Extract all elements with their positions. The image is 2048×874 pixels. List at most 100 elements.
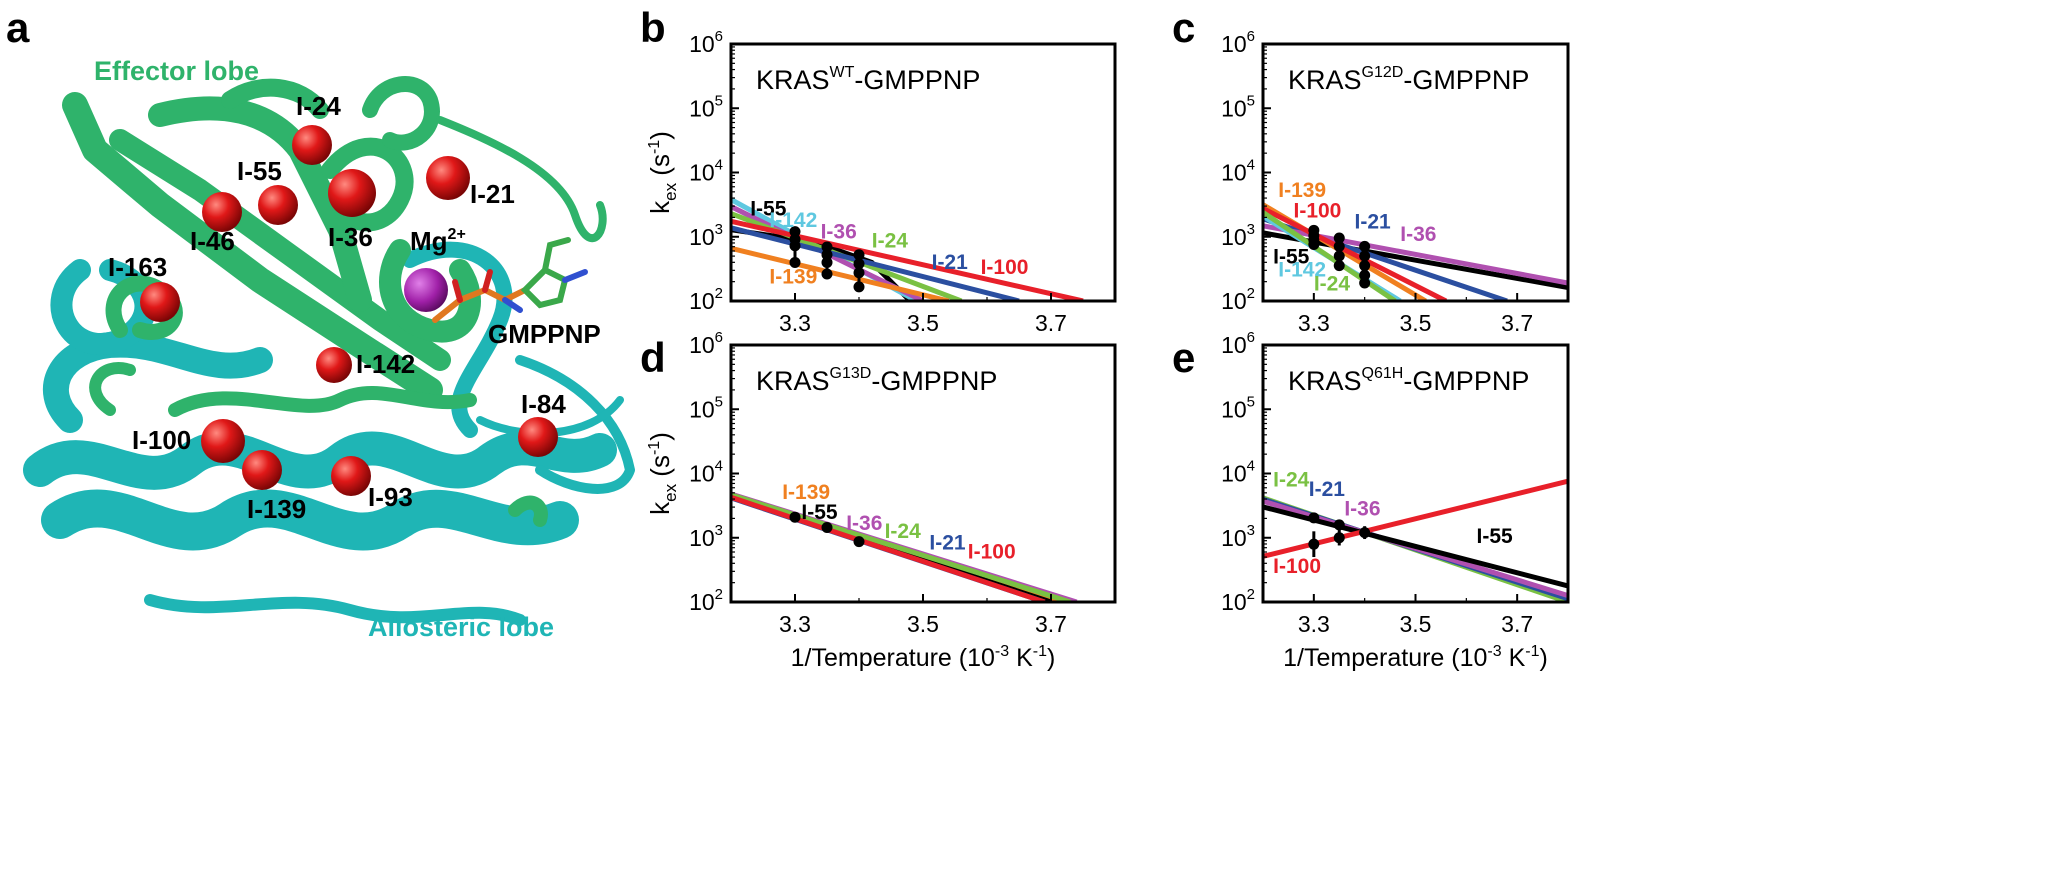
mg-label: Mg2+: [410, 226, 466, 256]
residue-sphere-I-36: [328, 169, 376, 217]
series-label-I-36: I-36: [1400, 223, 1436, 246]
mg-ion-sphere: [404, 268, 448, 312]
ytick-label: 105: [689, 393, 723, 422]
allosteric-lobe-label: Allosteric lobe: [368, 612, 554, 642]
residue-label-I-36: I-36: [328, 222, 373, 252]
residue-sphere-I-142: [316, 347, 352, 383]
residue-sphere-I-100: [201, 419, 245, 463]
ytick-label: 105: [1221, 393, 1255, 422]
residue-label-I-142: I-142: [356, 349, 415, 379]
residue-sphere-I-46: [202, 192, 242, 232]
series-label-I-139: I-139: [782, 481, 830, 504]
ytick-label: 105: [1221, 92, 1255, 121]
xtick-label: 3.3: [779, 310, 811, 336]
residue-sphere-I-55: [258, 185, 298, 225]
xtick-label: 3.5: [907, 611, 939, 637]
chart-title-e: KRASQ61H-GMPPNP: [1288, 365, 1529, 396]
series-line-I-21: [731, 225, 1020, 301]
ytick-label: 102: [1221, 285, 1255, 314]
series-label-I-21: I-21: [929, 531, 966, 554]
series-lines-d: [731, 491, 1078, 602]
residue-label-I-46: I-46: [190, 226, 235, 256]
series-line-I-100: [731, 494, 1046, 602]
ytick-label: 103: [689, 221, 723, 250]
series-label-I-139: I-139: [1278, 179, 1326, 202]
data-point: [821, 521, 833, 533]
xtick-label: 3.7: [1035, 611, 1067, 637]
panel-letter-c: c: [1172, 4, 1195, 51]
series-label-I-21: I-21: [1355, 210, 1392, 233]
series-label-I-100: I-100: [1273, 555, 1321, 578]
gmppnp-molecule: [432, 237, 588, 323]
residue-label-I-93: I-93: [368, 482, 413, 512]
series-label-I-100: I-100: [968, 540, 1016, 563]
series-line-I-24: [1263, 210, 1397, 301]
residue-label-I-21: I-21: [470, 179, 515, 209]
xlabel-e: 1/Temperature (10-3 K-1): [1283, 643, 1548, 672]
xtick-label: 3.3: [779, 611, 811, 637]
protein-structure: Effector lobe Allosteric lobe I-24 I-55 …: [23, 56, 635, 642]
ytick-label: 103: [1221, 221, 1255, 250]
data-point: [1333, 519, 1345, 531]
ytick-label: 104: [1221, 458, 1255, 487]
ytick-label: 104: [689, 157, 723, 186]
ytick-label: 105: [689, 92, 723, 121]
ytick-label: 102: [1221, 586, 1255, 615]
chart-title-c: KRASG12D-GMPPNP: [1288, 64, 1529, 95]
ytick-label: 102: [689, 285, 723, 314]
chart-title-d: KRASG13D-GMPPNP: [756, 365, 997, 396]
residue-sphere-I-24: [292, 125, 332, 165]
panel-letter-e: e: [1172, 334, 1195, 381]
chart-e: I-24 I-21I-36 I-55 I-100 102 103 104 105 106 3.3 3…: [1221, 329, 1570, 672]
series-label-I-24: I-24: [872, 230, 909, 253]
xlabel-d: 1/Temperature (10-3 K-1): [791, 643, 1056, 672]
panel-letter-d: d: [640, 334, 666, 381]
series-label-I-36: I-36: [821, 221, 857, 244]
data-point: [1308, 512, 1320, 524]
residue-label-I-163: I-163: [108, 252, 167, 282]
series-label-I-100: I-100: [1294, 199, 1342, 222]
data-point: [1359, 527, 1371, 539]
xtick-label: 3.7: [1501, 310, 1533, 336]
ytick-label: 106: [689, 28, 723, 57]
xtick-label: 3.3: [1298, 611, 1330, 637]
residue-label-I-84: I-84: [521, 389, 566, 419]
ylabel-b: kex (s-1): [645, 131, 680, 214]
ytick-label: 106: [689, 329, 723, 358]
series-label-I-55: I-55: [1477, 525, 1514, 548]
ytick-label: 103: [1221, 522, 1255, 551]
xtick-label: 3.7: [1501, 611, 1533, 637]
residue-sphere-I-84: [518, 417, 558, 457]
xtick-label: 3.5: [907, 310, 939, 336]
ytick-label: 106: [1221, 28, 1255, 57]
residue-label-I-24: I-24: [296, 91, 341, 121]
series-line-I-24: [731, 492, 1071, 602]
ytick-label: 104: [689, 458, 723, 487]
residue-label-I-139: I-139: [247, 494, 306, 524]
series-label-I-142: I-142: [1278, 259, 1326, 282]
data-point: [1333, 532, 1345, 544]
residue-sphere-I-139: [242, 450, 282, 490]
series-line-I-139: [731, 245, 950, 301]
data-point: [853, 536, 865, 548]
xtick-label: 3.5: [1400, 611, 1432, 637]
gmppnp-label: GMPPNP: [488, 319, 601, 349]
series-label-I-55: I-55: [1273, 246, 1310, 269]
ytick-label: 103: [689, 522, 723, 551]
series-label-I-142: I-142: [769, 209, 817, 232]
series-label-I-139: I-139: [769, 266, 817, 289]
series-label-I-24: I-24: [885, 520, 922, 543]
residue-label-I-55: I-55: [237, 156, 282, 186]
residue-label-I-100: I-100: [132, 425, 191, 455]
series-label-I-55: I-55: [750, 198, 787, 221]
chart-title-b: KRASWT-GMPPNP: [756, 64, 980, 95]
series-label-I-24: I-24: [1273, 468, 1310, 491]
residue-sphere-I-21: [426, 156, 470, 200]
series-label-I-21: I-21: [1309, 478, 1346, 501]
residue-sphere-I-163: [140, 282, 180, 322]
ytick-label: 102: [689, 586, 723, 615]
